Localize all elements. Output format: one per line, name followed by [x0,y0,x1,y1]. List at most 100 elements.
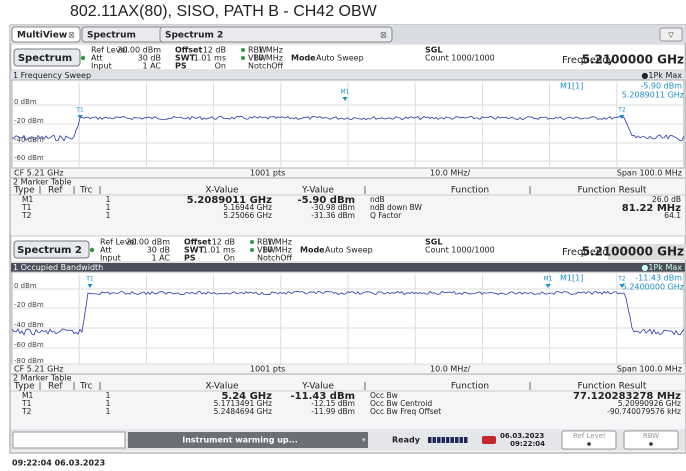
mode-label: Mode [291,54,316,63]
setting-text: On [215,62,226,71]
table-cell: 5.2484694 GHz [214,407,272,416]
frequency-value: 5.2100000 GHz [582,245,684,259]
marker-readout: 5.2400000 GHz [622,283,684,292]
sgl-label: SGL [425,238,442,247]
plot-footer: CF 5.21 GHz [14,365,64,374]
table-cell: T1 [21,399,32,408]
y-axis-label: -20 dBm [14,117,44,125]
frequency-label: Frequency [562,55,614,66]
table-cell: -5.90 dBm [297,195,355,206]
setting-text: Notch [257,254,280,263]
setting-text: 12 dB [212,238,235,247]
setting-dot [250,248,254,252]
tab-label: MultiView [17,31,67,41]
plot-footer: 10.0 MHz/ [430,365,470,374]
button-dot [80,55,86,61]
window-button[interactable] [13,48,81,67]
table-cell: 5.24 GHz [221,391,272,402]
table-header: Ref [48,382,63,392]
table-cell: T2 [21,407,32,416]
window-button-label: Spectrum 2 [17,245,82,256]
table-header: Y-Value [301,382,334,392]
marker-label: T1 [85,276,94,283]
setting-text: 20.00 dBm [117,46,161,55]
setting-text: 20.00 dBm [126,238,170,247]
marker-symbol [619,284,625,288]
table-cell: -11.43 dBm [291,391,355,402]
setting-text: 30 dB [147,246,170,255]
softkey[interactable] [623,430,679,450]
softkey[interactable] [561,430,617,450]
marker-symbol [342,97,348,101]
count-label: Count 1000/1000 [425,54,495,63]
setting-text: Off [271,62,283,71]
setting-text: 1 AC [151,254,170,263]
progress-block [432,437,436,443]
status-state: Ready [392,436,421,445]
tab-close: ⊠ [68,31,75,40]
status-time: 09:22:04 [510,440,545,448]
setting-text: 1 AC [142,62,161,71]
frequency-label: Frequency [562,247,614,258]
table-header: Function [451,186,489,196]
setting-text: 1 MHz [258,46,283,55]
table-header: Trc [79,186,93,196]
table-cell: -11.99 dBm [311,407,355,416]
progress-block [446,437,450,443]
tab[interactable] [11,26,81,43]
setting-text: PS [184,254,196,263]
setting-text: 10 MHz [262,246,292,255]
marker-label: T2 [617,107,626,114]
setting-text: 30 dB [138,54,161,63]
y-axis-label: -40 dBm [14,136,44,144]
marker-symbol [545,284,551,288]
setting-text: Ref Level [91,46,128,55]
table-cell: 5.2089011 GHz [187,195,273,206]
setting-text: On [224,254,235,263]
table-cell: Q Factor [370,211,402,220]
setting-dot [250,240,254,244]
table-header: Ref [48,186,63,196]
button-dot [89,247,95,253]
mode-label: Mode [300,246,325,255]
marker-label: T2 [617,276,626,283]
setting-text: VBW [248,54,267,63]
progress-block [455,437,459,443]
table-cell: 77.120283278 MHz [573,391,681,402]
marker-readout: -11.43 dBm [635,274,682,283]
trace-label: ●1Pk Max [641,263,682,272]
tab-menu-icon: ▽ [668,31,674,39]
plot-footer: CF 5.21 GHz [14,169,64,178]
settings-panel [10,43,686,71]
setting-text: Notch [248,62,271,71]
window-button[interactable] [13,240,90,259]
progress-block [459,437,463,443]
setting-text: SWT [184,246,205,255]
table-cell: 1 [106,203,111,212]
table-cell: 26.0 dB [652,195,681,204]
table-cell: 64.1 [664,211,681,220]
table-cell: 1 [106,195,111,204]
plot-title-bar [11,71,685,80]
progress-block [464,437,468,443]
y-axis-label: -20 dBm [14,301,44,309]
count-label: Count 1000/1000 [425,246,495,255]
mode-value: Auto Sweep [325,246,373,255]
softkey-label: Ref Level [573,432,605,440]
table-cell: -30.98 dBm [311,203,355,212]
table-cell: -90.740079576 kHz [607,407,681,416]
setting-text: Offset [184,238,211,247]
table-title: 2 Marker Table [13,374,72,383]
marker-label: T1 [75,107,84,114]
setting-text: 10 MHz [253,54,283,63]
setting-text: 1 MHz [267,238,292,247]
tab-menu[interactable] [659,27,683,42]
tab[interactable] [159,26,393,43]
table-cell: Occ Bw Centroid [370,399,432,408]
table-cell: M1 [22,195,33,204]
table-header: X-Value [205,382,239,392]
table-cell: 5.1713491 GHz [214,399,272,408]
trace [11,290,685,336]
table-cell: 5.25066 GHz [223,211,272,220]
y-axis-label: -40 dBm [14,321,44,329]
